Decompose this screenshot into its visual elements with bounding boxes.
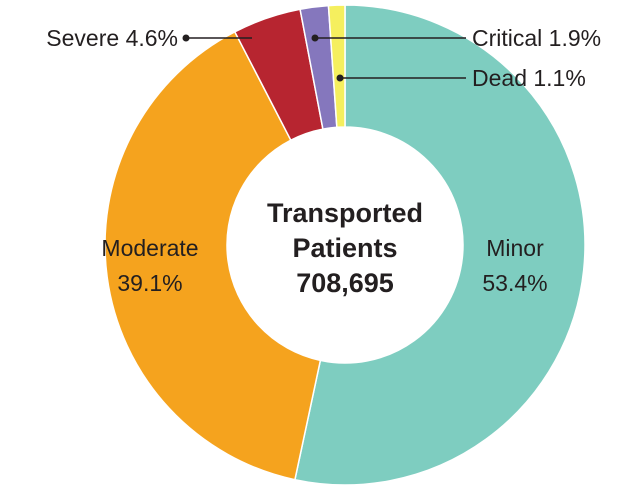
value-label: 1.9% [549, 25, 601, 51]
slice-label: Severe 4.6% [46, 25, 178, 51]
slice-label: Minor [486, 235, 544, 261]
leader-dot [311, 34, 319, 42]
category: Severe [46, 25, 119, 51]
slice-label: Critical 1.9% [472, 25, 601, 51]
slice [327, 4, 346, 129]
leader-dot [182, 34, 190, 42]
slice-label: Moderate [101, 235, 198, 261]
center-label: Transported [267, 198, 423, 228]
slice-label: Dead 1.1% [472, 65, 586, 91]
value-label: 4.6% [126, 25, 178, 51]
slice [104, 30, 322, 481]
value-label: 53.4% [482, 270, 547, 296]
category: Dead [472, 65, 527, 91]
value-label: 1.1% [533, 65, 585, 91]
slice [294, 4, 586, 485]
center-label: Patients [292, 233, 397, 263]
category: Critical [472, 25, 542, 51]
leader-dot [336, 74, 344, 82]
center-label: 708,695 [296, 268, 394, 298]
value-label: 39.1% [117, 270, 182, 296]
